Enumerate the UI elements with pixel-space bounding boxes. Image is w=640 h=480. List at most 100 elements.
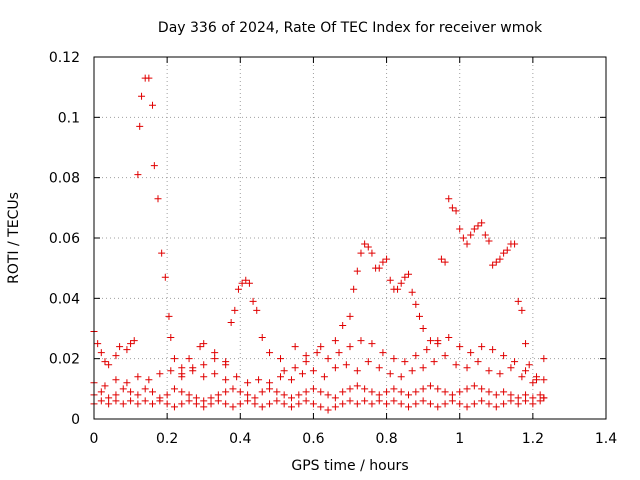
data-point (353, 367, 361, 375)
data-point (158, 249, 166, 257)
data-point (97, 388, 105, 396)
data-point (127, 388, 135, 396)
data-point (441, 258, 449, 266)
data-point (324, 391, 332, 399)
data-point (200, 361, 208, 369)
data-point (350, 285, 358, 293)
data-point (514, 394, 522, 402)
data-point (185, 391, 193, 399)
data-point (412, 352, 420, 360)
data-point (309, 400, 317, 408)
data-point (229, 385, 237, 393)
data-point (405, 391, 413, 399)
data-point (222, 388, 230, 396)
data-point (309, 385, 317, 393)
data-point (437, 255, 445, 263)
data-point (112, 391, 120, 399)
data-point (149, 388, 157, 396)
data-point (375, 264, 383, 272)
data-point (507, 397, 515, 405)
data-point (353, 267, 361, 275)
data-point (379, 349, 387, 357)
y-tick-label: 0.06 (49, 231, 80, 247)
data-point (470, 225, 478, 233)
data-point (295, 391, 303, 399)
data-point (112, 352, 120, 360)
data-point (222, 400, 230, 408)
data-point (463, 240, 471, 248)
data-point (368, 400, 376, 408)
data-point (452, 207, 460, 215)
data-point (105, 394, 113, 402)
data-point (161, 273, 169, 281)
data-point (492, 391, 500, 399)
data-point (170, 403, 178, 411)
y-tick-label: 0.12 (49, 50, 80, 66)
data-point (245, 279, 253, 287)
y-tick-label: 0.04 (49, 291, 80, 307)
data-point (368, 340, 376, 348)
data-point (342, 361, 350, 369)
data-point (178, 373, 186, 381)
x-tick-label: 1.2 (522, 431, 544, 447)
data-point (138, 92, 146, 100)
data-point (368, 249, 376, 257)
data-point (273, 388, 281, 396)
data-point (266, 400, 274, 408)
data-point (127, 397, 135, 405)
data-point (335, 349, 343, 357)
data-point (375, 397, 383, 405)
data-point (150, 162, 158, 170)
data-point (170, 355, 178, 363)
data-point (379, 258, 387, 266)
data-point (408, 288, 416, 296)
data-point (434, 385, 442, 393)
data-point (540, 376, 548, 384)
x-tick-label: 0.6 (302, 431, 324, 447)
data-point (386, 370, 394, 378)
data-point (511, 358, 519, 366)
chart-title: Day 336 of 2024, Rate Of TEC Index for r… (158, 20, 543, 36)
data-point (130, 337, 138, 345)
data-point (364, 243, 372, 251)
data-point (448, 397, 456, 405)
data-point (496, 255, 504, 263)
data-point (244, 397, 252, 405)
data-point (474, 222, 482, 230)
data-point (529, 400, 537, 408)
data-point (234, 285, 242, 293)
x-tick-label: 0.2 (156, 431, 178, 447)
data-point (467, 349, 475, 357)
data-point (456, 343, 464, 351)
data-point (361, 385, 369, 393)
data-point (507, 391, 515, 399)
data-point (353, 382, 361, 390)
data-point (386, 276, 394, 284)
data-point (94, 340, 102, 348)
data-point (503, 246, 511, 254)
data-point (101, 382, 109, 390)
data-point (423, 346, 431, 354)
data-point (134, 373, 142, 381)
data-point (394, 285, 402, 293)
data-point (522, 340, 530, 348)
data-point (357, 337, 365, 345)
data-point (540, 355, 548, 363)
data-point (456, 225, 464, 233)
data-point (478, 385, 486, 393)
data-point (346, 312, 354, 320)
data-point (412, 388, 420, 396)
axis-ticks (93, 56, 607, 420)
data-point (149, 101, 157, 109)
data-point (426, 337, 434, 345)
data-point (302, 397, 310, 405)
data-point (200, 373, 208, 381)
data-point (346, 343, 354, 351)
data-point (258, 388, 266, 396)
data-point (364, 358, 372, 366)
data-point (383, 388, 391, 396)
data-point (419, 385, 427, 393)
data-point (448, 204, 456, 212)
data-point (518, 373, 526, 381)
